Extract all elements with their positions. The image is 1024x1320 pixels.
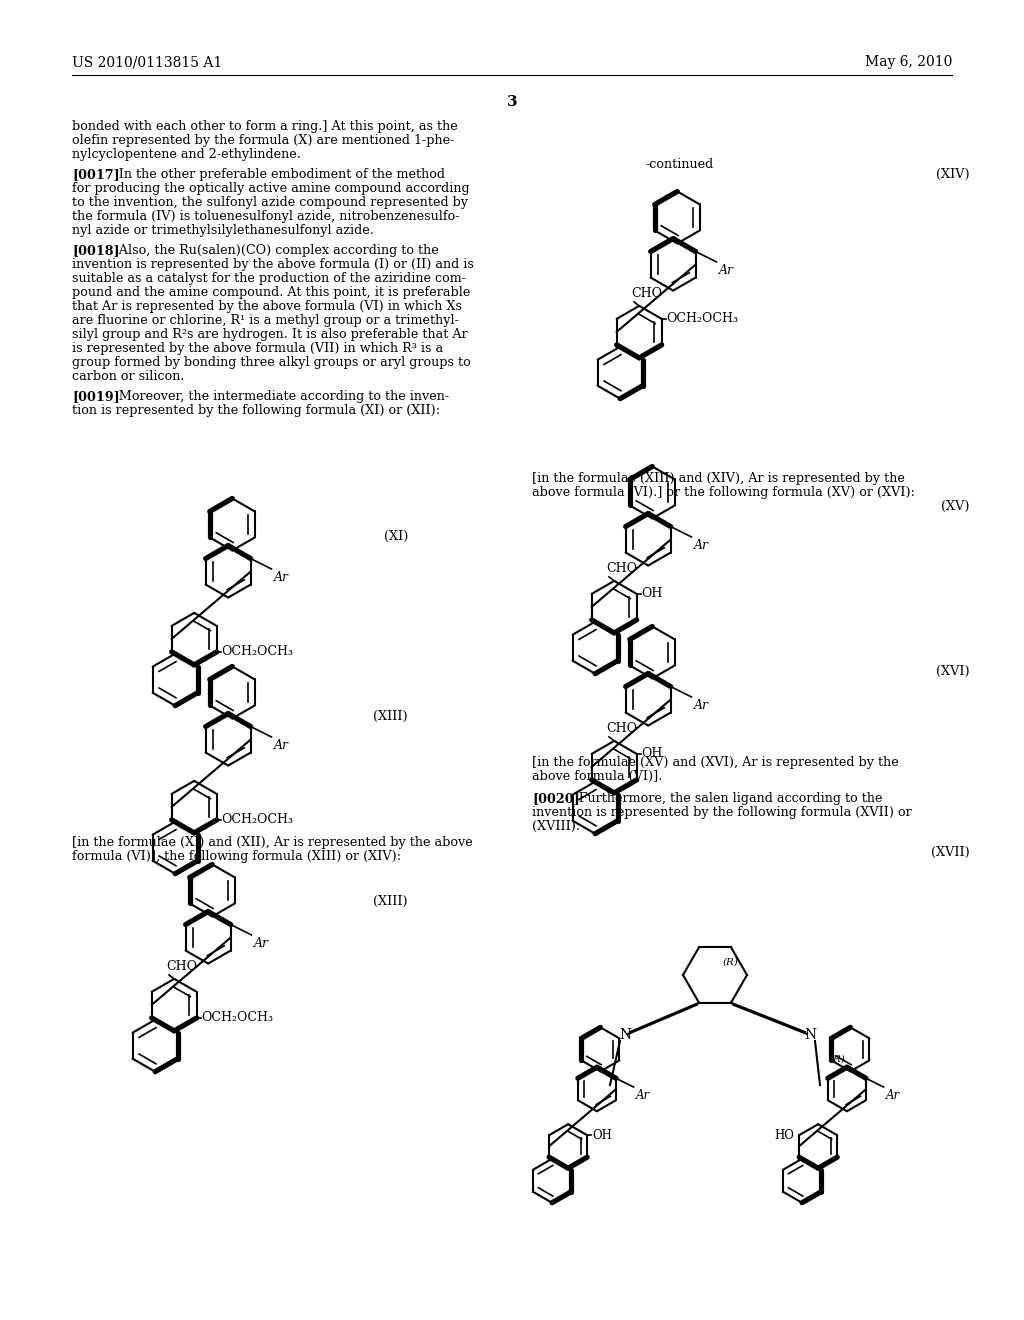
Text: [in the formulae (XIII) and (XIV), Ar is represented by the: [in the formulae (XIII) and (XIV), Ar is… [532, 473, 905, 484]
Text: Ar: Ar [273, 739, 289, 752]
Text: N: N [804, 1028, 816, 1041]
Text: (XVI): (XVI) [936, 665, 970, 678]
Text: (XVIII).: (XVIII). [532, 820, 580, 833]
Text: tion is represented by the following formula (XI) or (XII):: tion is represented by the following for… [72, 404, 440, 417]
Text: to the invention, the sulfonyl azide compound represented by: to the invention, the sulfonyl azide com… [72, 195, 468, 209]
Text: (XIV): (XIV) [936, 168, 970, 181]
Text: OH: OH [642, 747, 664, 760]
Text: Ar: Ar [886, 1089, 900, 1102]
Text: OCH₂OCH₃: OCH₂OCH₃ [221, 645, 294, 659]
Text: olefin represented by the formula (X) are mentioned 1-phe-: olefin represented by the formula (X) ar… [72, 135, 455, 147]
Text: 3: 3 [507, 95, 517, 110]
Text: [0018]: [0018] [72, 244, 120, 257]
Text: (XIII): (XIII) [374, 895, 408, 908]
Text: OH: OH [592, 1129, 612, 1142]
Text: (R): (R) [830, 1055, 846, 1064]
Text: is represented by the above formula (VII) in which R³ is a: is represented by the above formula (VII… [72, 342, 443, 355]
Text: CHO: CHO [606, 722, 637, 735]
Text: Ar: Ar [636, 1089, 649, 1102]
Text: Ar: Ar [693, 539, 709, 552]
Text: bonded with each other to form a ring.] At this point, as the: bonded with each other to form a ring.] … [72, 120, 458, 133]
Text: for producing the optically active amine compound according: for producing the optically active amine… [72, 182, 470, 195]
Text: nyl azide or trimethylsilylethanesulfonyl azide.: nyl azide or trimethylsilylethanesulfony… [72, 224, 374, 238]
Text: pound and the amine compound. At this point, it is preferable: pound and the amine compound. At this po… [72, 286, 470, 300]
Text: N: N [618, 1028, 631, 1041]
Text: Moreover, the intermediate according to the inven-: Moreover, the intermediate according to … [106, 389, 450, 403]
Text: -continued: -continued [646, 158, 714, 172]
Text: formula (VI)], the following formula (XIII) or (XIV):: formula (VI)], the following formula (XI… [72, 850, 401, 863]
Text: [in the formulae (XI) and (XII), Ar is represented by the above: [in the formulae (XI) and (XII), Ar is r… [72, 836, 473, 849]
Text: Ar: Ar [693, 700, 709, 711]
Text: (XV): (XV) [941, 500, 970, 513]
Text: invention is represented by the above formula (I) or (II) and is: invention is represented by the above fo… [72, 257, 474, 271]
Text: OH: OH [642, 587, 664, 601]
Text: (XVII): (XVII) [931, 846, 970, 859]
Text: In the other preferable embodiment of the method: In the other preferable embodiment of th… [106, 168, 445, 181]
Text: Ar: Ar [254, 937, 268, 950]
Text: suitable as a catalyst for the production of the aziridine com-: suitable as a catalyst for the productio… [72, 272, 466, 285]
Text: OCH₂OCH₃: OCH₂OCH₃ [202, 1011, 273, 1024]
Text: [0019]: [0019] [72, 389, 120, 403]
Text: OCH₂OCH₃: OCH₂OCH₃ [221, 813, 294, 826]
Text: above formula (VI).] or the following formula (XV) or (XVI):: above formula (VI).] or the following fo… [532, 486, 915, 499]
Text: OCH₂OCH₃: OCH₂OCH₃ [667, 313, 738, 326]
Text: [in the formulae (XV) and (XVI), Ar is represented by the: [in the formulae (XV) and (XVI), Ar is r… [532, 756, 899, 770]
Text: carbon or silicon.: carbon or silicon. [72, 370, 184, 383]
Text: group formed by bonding three alkyl groups or aryl groups to: group formed by bonding three alkyl grou… [72, 356, 471, 370]
Text: are fluorine or chlorine, R¹ is a methyl group or a trimethyl-: are fluorine or chlorine, R¹ is a methyl… [72, 314, 459, 327]
Text: CHO: CHO [166, 960, 198, 973]
Text: May 6, 2010: May 6, 2010 [864, 55, 952, 69]
Text: CHO: CHO [632, 286, 663, 300]
Text: above formula (VI)].: above formula (VI)]. [532, 770, 663, 783]
Text: that Ar is represented by the above formula (VI) in which Xs: that Ar is represented by the above form… [72, 300, 462, 313]
Text: Ar: Ar [273, 572, 289, 583]
Text: invention is represented by the following formula (XVII) or: invention is represented by the followin… [532, 807, 911, 818]
Text: (XIII): (XIII) [374, 710, 408, 723]
Text: (XI): (XI) [384, 531, 408, 543]
Text: HO: HO [774, 1129, 794, 1142]
Text: Furthermore, the salen ligand according to the: Furthermore, the salen ligand according … [566, 792, 883, 805]
Text: [0020]: [0020] [532, 792, 580, 805]
Text: nylcyclopentene and 2-ethylindene.: nylcyclopentene and 2-ethylindene. [72, 148, 301, 161]
Text: the formula (IV) is toluenesulfonyl azide, nitrobenzenesulfo-: the formula (IV) is toluenesulfonyl azid… [72, 210, 460, 223]
Text: CHO: CHO [606, 562, 637, 576]
Text: (R): (R) [723, 958, 739, 968]
Text: US 2010/0113815 A1: US 2010/0113815 A1 [72, 55, 222, 69]
Text: [0017]: [0017] [72, 168, 120, 181]
Text: silyl group and R²s are hydrogen. It is also preferable that Ar: silyl group and R²s are hydrogen. It is … [72, 327, 468, 341]
Text: Ar: Ar [719, 264, 733, 277]
Text: Also, the Ru(salen)(CO) complex according to the: Also, the Ru(salen)(CO) complex accordin… [106, 244, 439, 257]
